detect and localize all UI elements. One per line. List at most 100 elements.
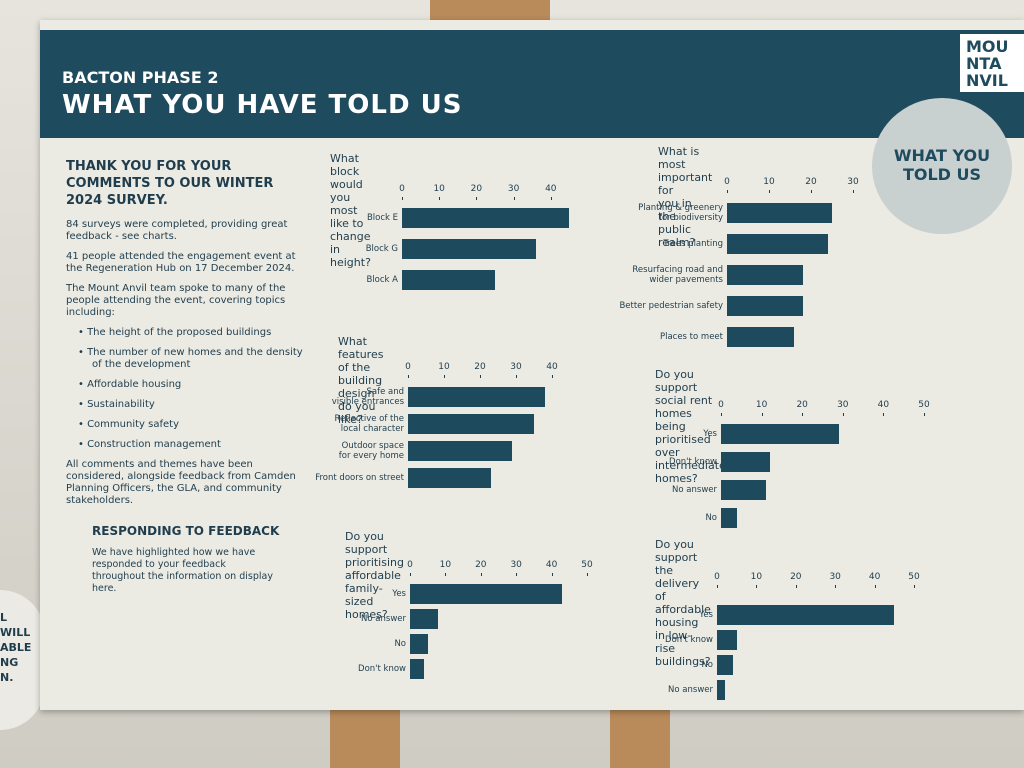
bar — [717, 630, 737, 650]
category-label: No answer — [361, 614, 406, 624]
tick-mark — [883, 413, 885, 416]
category-label: Block E — [366, 213, 398, 223]
x-tick-label: 50 — [908, 572, 920, 582]
category-label: No — [394, 639, 406, 649]
x-tick-label: 20 — [796, 400, 808, 410]
tick-mark — [727, 190, 728, 193]
bullet: • Construction management — [78, 439, 221, 450]
bar — [402, 270, 495, 290]
x-tick-label: 20 — [475, 560, 487, 570]
bullet: • The height of the proposed buildings — [78, 327, 272, 338]
tick-mark — [761, 413, 763, 416]
x-tick-label: 0 — [405, 362, 411, 372]
tick-mark — [516, 573, 518, 576]
bar — [727, 203, 832, 223]
tick-mark — [550, 197, 552, 200]
bar — [721, 452, 770, 472]
tick-mark — [756, 585, 758, 588]
x-tick-label: 30 — [837, 400, 849, 410]
bullet: • Affordable housing — [78, 379, 182, 390]
category-label: Trees planting — [663, 239, 723, 249]
logo-line: NVIL — [966, 71, 1008, 90]
tick-mark — [439, 197, 441, 200]
category-label: Yes — [392, 589, 406, 599]
bullet: • Sustainability — [78, 399, 155, 410]
tick-mark — [587, 573, 588, 576]
closing: All comments and themes have been consid… — [66, 459, 296, 506]
bar — [727, 296, 803, 316]
bar — [408, 441, 513, 461]
tick-mark — [853, 190, 854, 193]
bar — [402, 239, 536, 259]
badge-text: WHAT YOU TOLD US — [893, 146, 991, 184]
bar — [727, 234, 828, 254]
tick-mark — [444, 375, 445, 378]
bar — [727, 327, 795, 347]
logo-line: MOU — [966, 37, 1009, 56]
category-label: Block A — [366, 275, 398, 285]
tick-mark — [924, 413, 925, 416]
tick-mark — [480, 375, 481, 378]
category-label: No — [705, 513, 717, 523]
paragraph: We have highlighted how we have responde… — [92, 547, 273, 594]
x-tick-label: 10 — [750, 572, 763, 582]
tick-mark — [402, 197, 403, 200]
edge-text: L — [0, 611, 8, 624]
x-tick-label: 10 — [439, 560, 452, 570]
paragraph: The Mount Anvil team spoke to many of th… — [66, 283, 286, 318]
category-label: Planting & greenery for biodiversity — [638, 203, 723, 223]
x-tick-label: 10 — [438, 362, 450, 372]
bar — [408, 387, 545, 407]
tick-mark — [769, 190, 770, 193]
x-tick-label: 0 — [718, 400, 724, 410]
category-label: No answer — [668, 685, 713, 695]
x-tick-label: 50 — [918, 400, 930, 410]
tick-mark — [445, 573, 447, 576]
paragraph: 84 surveys were completed, providing gre… — [66, 219, 288, 242]
x-tick-label: 20 — [474, 362, 486, 372]
chart-title: Do you support prioritising affordable f… — [345, 530, 404, 621]
x-tick-label: 0 — [399, 184, 405, 194]
tick-mark — [476, 197, 478, 200]
tick-mark — [914, 585, 915, 588]
easel-leg — [330, 700, 400, 768]
category-label: Resurfacing road and wider pavements — [632, 265, 723, 285]
category-label: Front doors on street — [315, 473, 404, 483]
x-tick-label: 0 — [724, 177, 730, 187]
x-tick-label: 10 — [433, 184, 445, 194]
bullet: • The number of new homes and the densit… — [78, 347, 303, 370]
x-tick-label: 30 — [507, 184, 520, 194]
tick-mark — [874, 585, 876, 588]
header-band — [40, 30, 1024, 138]
category-label: No answer — [672, 485, 717, 495]
x-tick-label: 30 — [510, 362, 522, 372]
bar — [717, 605, 895, 625]
bar — [721, 424, 839, 444]
tick-mark — [552, 375, 553, 378]
category-label: Yes — [699, 610, 713, 620]
bullet: • Community safety — [78, 419, 179, 430]
logo-box: MOU NTA NVIL — [960, 34, 1024, 92]
bar — [408, 414, 534, 434]
edge-text: WILL — [0, 626, 31, 639]
bar — [717, 680, 725, 700]
bar — [721, 508, 738, 528]
x-tick-label: 30 — [829, 572, 841, 582]
left-column: THANK YOU FOR YOUR COMMENTS TO OUR WINTE… — [66, 158, 306, 595]
category-label: No — [701, 660, 713, 670]
kicker: BACTON PHASE 2 — [62, 68, 219, 87]
bar — [410, 659, 425, 679]
bar — [410, 634, 428, 654]
x-tick-label: 0 — [714, 572, 720, 582]
tick-mark — [795, 585, 797, 588]
chart-title: What features of the building design do … — [338, 335, 384, 426]
tick-mark — [410, 573, 411, 576]
x-tick-label: 40 — [868, 572, 881, 582]
category-label: Places to meet — [659, 332, 723, 342]
category-label: Reflective of the local character — [334, 414, 404, 434]
badge: WHAT YOU TOLD US — [872, 98, 1012, 234]
x-tick-label: 40 — [877, 400, 890, 410]
x-tick-label: 10 — [755, 400, 768, 410]
heading: RESPONDING TO FEEDBACK — [92, 524, 280, 538]
